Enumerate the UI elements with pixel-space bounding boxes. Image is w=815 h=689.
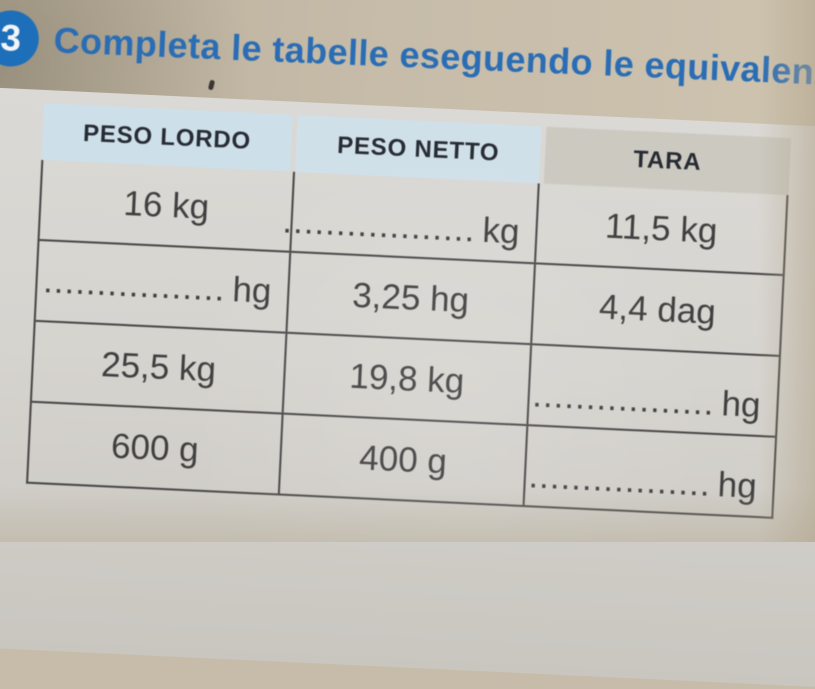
cell-peso-netto-row4: 400 g xyxy=(277,414,527,505)
answer-blank-dots: ................. xyxy=(527,456,712,504)
cell-value: 16 kg xyxy=(122,183,211,227)
answer-blank-dots: .................. xyxy=(281,201,477,250)
cell-tara-row3-blank: ................. hg xyxy=(526,345,779,436)
page-content: 3 Completa le tabelle eseguendo le equiv… xyxy=(0,9,815,519)
cell-value: 4,4 dag xyxy=(598,286,717,332)
cell-value: 11,5 kg xyxy=(604,206,719,251)
unit-label: hg xyxy=(720,384,762,426)
cell-value: 600 g xyxy=(110,426,200,470)
exercise-number: 3 xyxy=(0,17,22,59)
cell-tara-row4-blank: ................. hg xyxy=(522,426,776,517)
table-grid: 16 kg .................. kg 11,5 kg ....… xyxy=(26,159,789,519)
cell-peso-lordo-row1: 16 kg xyxy=(40,160,293,251)
equivalence-table: PESO LORDO PESO NETTO TARA 16 kg .......… xyxy=(26,103,792,519)
cell-peso-lordo-row4: 600 g xyxy=(28,403,281,494)
unit-label: kg xyxy=(481,210,521,252)
exercise-title-row: 3 Completa le tabelle eseguendo le equiv… xyxy=(0,9,815,102)
cell-peso-netto-row2: 3,25 hg xyxy=(285,252,534,344)
exercise-title: Completa le tabelle eseguendo le equival… xyxy=(52,19,815,94)
cell-value: 19,8 kg xyxy=(348,356,466,401)
cell-tara-row1: 11,5 kg xyxy=(534,183,787,274)
unit-label: hg xyxy=(231,269,273,311)
ink-speck xyxy=(207,79,216,91)
exercise-number-badge: 3 xyxy=(0,9,40,68)
unit-label: hg xyxy=(716,465,758,506)
cell-peso-netto-row3: 19,8 kg xyxy=(281,333,531,425)
cell-tara-row2: 4,4 dag xyxy=(530,264,783,355)
cell-peso-lordo-row2-blank: ................. hg xyxy=(36,241,289,332)
cell-peso-lordo-row3: 25,5 kg xyxy=(32,322,285,413)
answer-blank-dots: ................. xyxy=(531,375,716,423)
answer-blank-dots: ................. xyxy=(42,260,227,309)
cell-value: 3,25 hg xyxy=(351,275,470,320)
cell-peso-netto-row1-blank: .................. kg xyxy=(282,171,538,263)
cell-value: 25,5 kg xyxy=(100,344,217,389)
cell-value: 400 g xyxy=(358,437,448,481)
